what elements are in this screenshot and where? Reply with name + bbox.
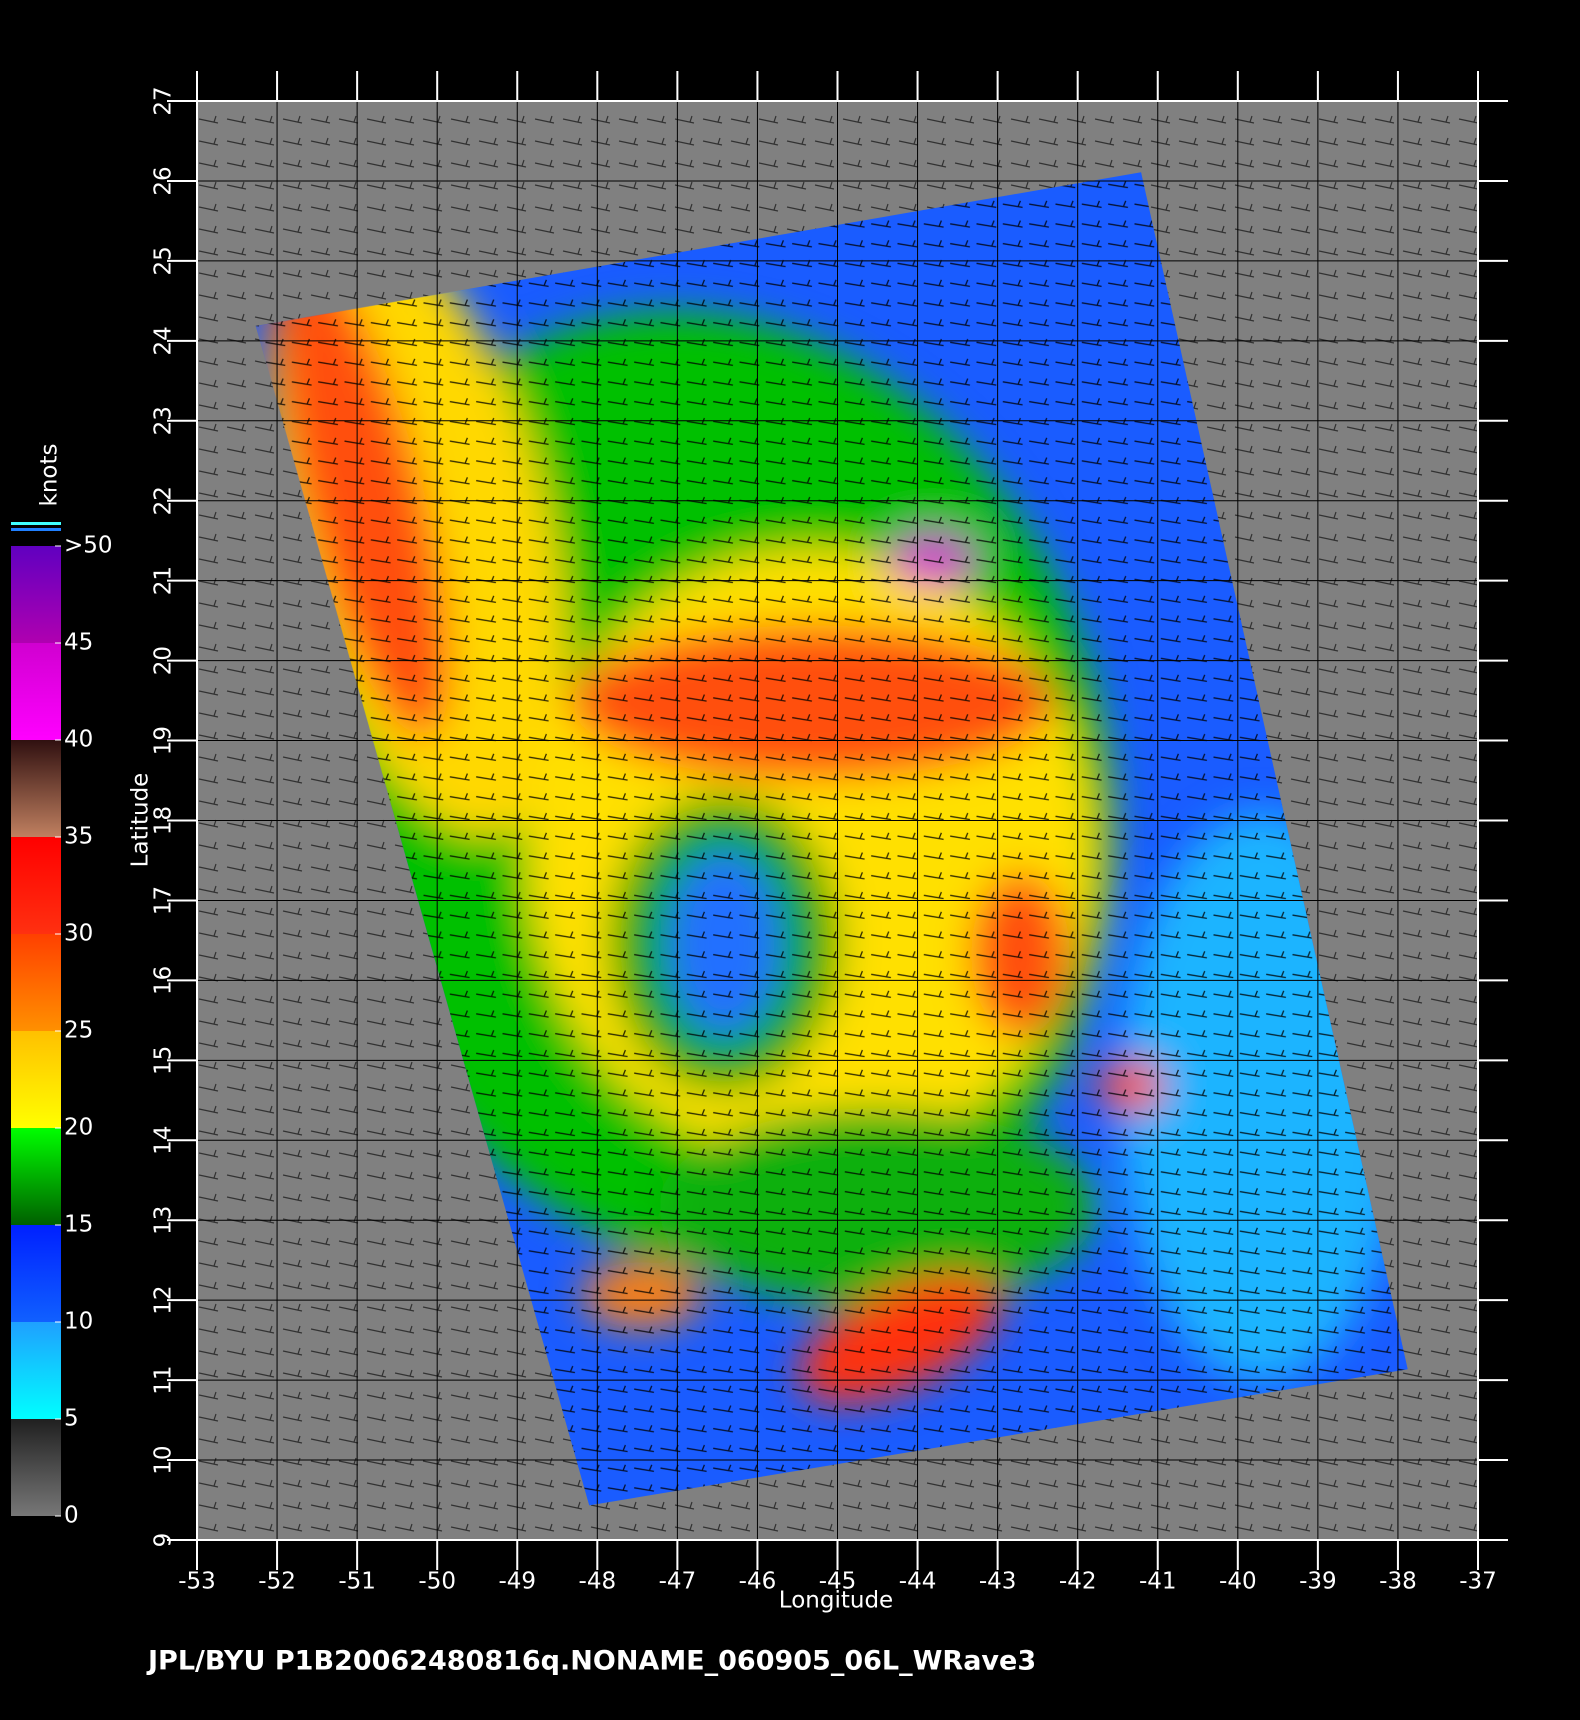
colorbar-decor [11, 528, 61, 531]
x-tick-label: -41 [1139, 1569, 1177, 1595]
y-tick-label: 10 [151, 1445, 177, 1474]
x-tick-label: -42 [1059, 1569, 1097, 1595]
y-tick-label: 18 [151, 806, 177, 835]
y-tick-label: 9 [151, 1533, 177, 1548]
x-tick-label: -52 [258, 1569, 296, 1595]
colorbar-tick-label: 25 [64, 1018, 93, 1044]
y-tick-label: 21 [151, 566, 177, 595]
colorbar-segment [11, 1128, 61, 1225]
y-tick-label: 20 [151, 646, 177, 675]
y-tick-label: 12 [151, 1286, 177, 1315]
y-axis-label: Latitude [128, 773, 154, 868]
y-tick-label: 16 [151, 966, 177, 995]
colorbar-tick-label: 15 [64, 1212, 93, 1238]
x-tick-label: -51 [338, 1569, 376, 1595]
x-tick-label: -39 [1299, 1569, 1337, 1595]
y-tick-label: 22 [151, 486, 177, 515]
x-tick-label: -38 [1379, 1569, 1417, 1595]
x-tick-label: -53 [178, 1569, 216, 1595]
colorbar-segment [11, 934, 61, 1031]
colorbar-tick-label: 10 [64, 1309, 93, 1335]
colorbar-segment [11, 837, 61, 934]
colorbar-label: knots [37, 444, 63, 507]
y-tick-label: 23 [151, 406, 177, 435]
colorbar-tick-label: 35 [64, 824, 93, 850]
colorbar-decor [11, 522, 61, 525]
colorbar-segment [11, 740, 61, 837]
footer: JPL/BYU P1B20062480816q.NONAME_060905_06… [146, 1646, 1036, 1677]
x-tick-label: -46 [739, 1569, 777, 1595]
y-tick-label: 24 [151, 326, 177, 355]
x-tick-label: -48 [579, 1569, 617, 1595]
x-tick-label: -49 [498, 1569, 536, 1595]
colorbar-tick-label: 20 [64, 1115, 93, 1141]
plot-frame [196, 100, 1479, 1541]
x-tick-label: -37 [1459, 1569, 1497, 1595]
colorbar-tick-label: >50 [64, 533, 113, 559]
colorbar-tick-label: 5 [64, 1406, 79, 1432]
colorbar-segment [11, 1225, 61, 1322]
colorbar-segment [11, 546, 61, 643]
y-tick-label: 26 [151, 166, 177, 195]
colorbar-tick-label: 0 [64, 1503, 79, 1529]
x-tick-label: -44 [899, 1569, 937, 1595]
y-tick-label: 14 [151, 1126, 177, 1155]
colorbar-tick-label: 30 [64, 921, 93, 947]
colorbar-tick-label: 45 [64, 630, 93, 656]
x-tick-label: -40 [1219, 1569, 1257, 1595]
y-tick-label: 17 [151, 886, 177, 915]
colorbar-segment [11, 1322, 61, 1419]
x-axis-label: Longitude [779, 1588, 893, 1614]
y-tick-label: 27 [151, 86, 177, 115]
colorbar-segment [11, 643, 61, 740]
colorbar-segment [11, 1419, 61, 1516]
x-tick-label: -43 [979, 1569, 1017, 1595]
y-tick-label: 25 [151, 246, 177, 275]
colorbar-segment [11, 1031, 61, 1128]
x-tick-label: -45 [819, 1569, 857, 1595]
wind-swath [255, 172, 1408, 1506]
y-tick-label: 19 [151, 726, 177, 755]
colorbar-tick-label: 40 [64, 727, 93, 753]
y-tick-label: 13 [151, 1206, 177, 1235]
y-tick-label: 11 [151, 1365, 177, 1394]
x-tick-label: -47 [659, 1569, 697, 1595]
x-tick-label: -50 [418, 1569, 456, 1595]
y-tick-label: 15 [151, 1046, 177, 1075]
